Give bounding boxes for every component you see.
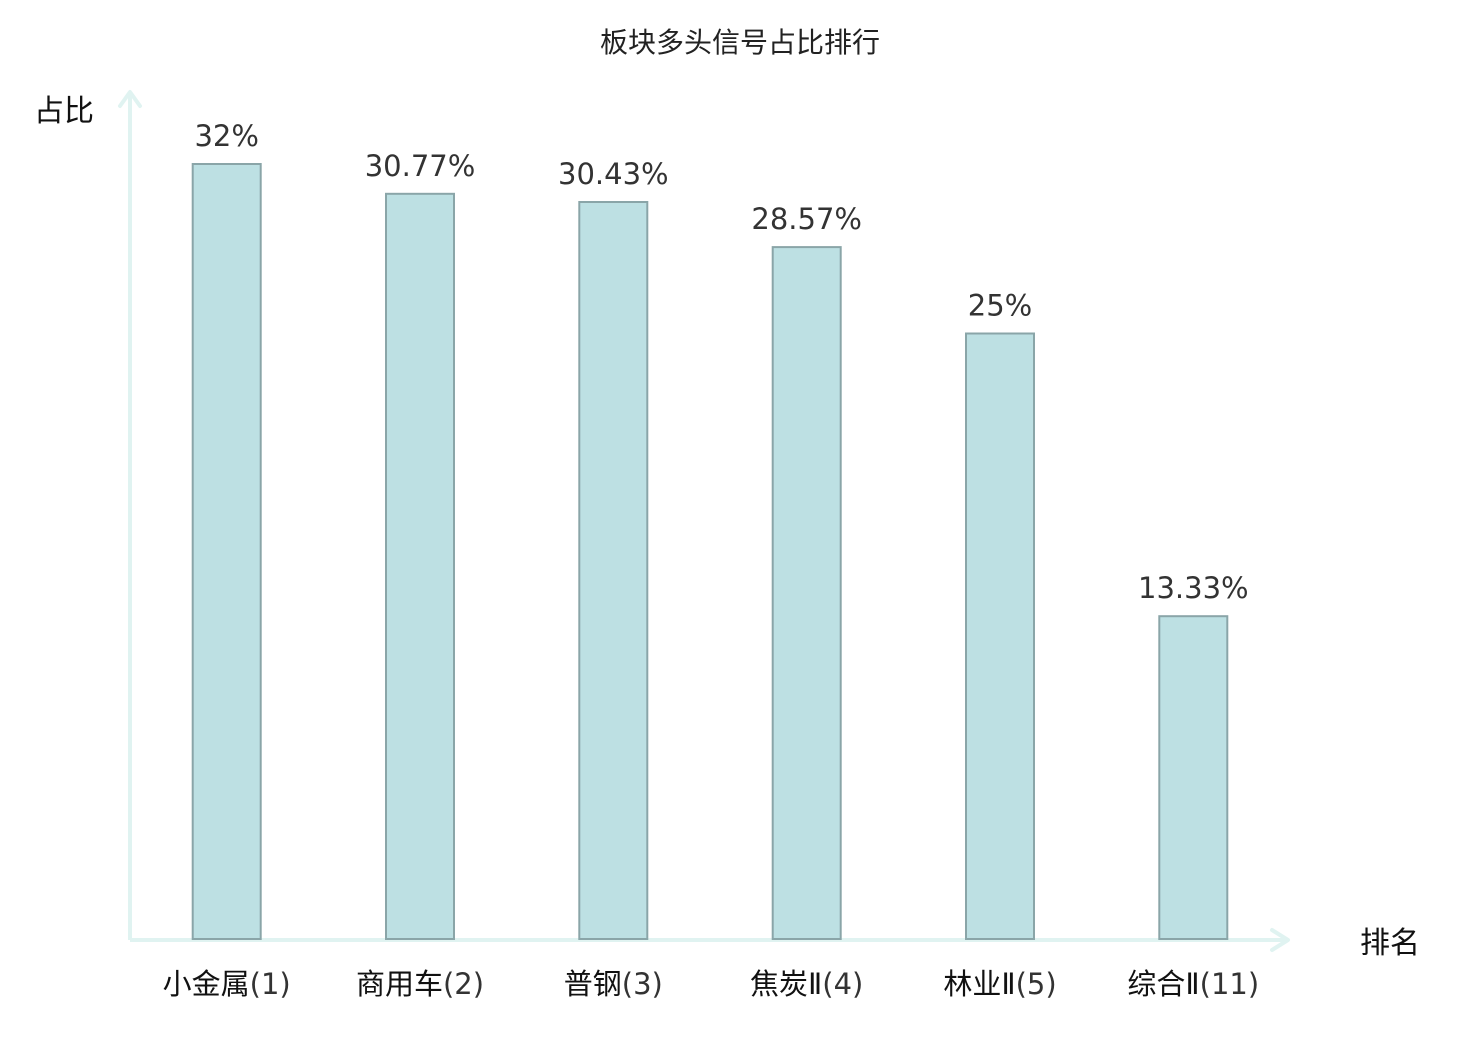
x-tick-category-name: 林业Ⅱ: [943, 967, 1015, 1001]
y-axis-arrow: [118, 90, 142, 108]
x-tick-category-name: 普钢: [564, 967, 622, 1001]
bars-group: [191, 163, 1229, 941]
bar-3: [578, 201, 649, 940]
bar-4: [771, 246, 842, 941]
bar-1: [191, 163, 262, 940]
x-tick-category-name: 综合Ⅱ: [1127, 967, 1199, 1001]
bar-value-label-4: 28.57%: [751, 202, 862, 236]
x-tick-category-name: 焦炭Ⅱ: [750, 967, 822, 1001]
x-tick-label-3: 普钢(3): [564, 967, 663, 1001]
x-tick-rank: (3): [622, 967, 663, 1001]
x-tick-label-5: 林业Ⅱ(5): [943, 967, 1056, 1001]
x-axis-arrow: [1270, 928, 1290, 952]
x-tick-rank: (11): [1200, 967, 1260, 1001]
bar-value-label-1: 32%: [194, 119, 258, 153]
x-tick-label-6: 综合Ⅱ(11): [1127, 967, 1259, 1001]
x-tick-label-1: 小金属(1): [163, 967, 291, 1001]
x-tick-labels-group: 小金属(1) 商用车(2) 普钢(3) 焦炭Ⅱ(4) 林业Ⅱ(5) 综合Ⅱ(11): [163, 967, 1260, 1001]
x-axis-label: 排名: [1360, 926, 1420, 961]
x-tick-label-4: 焦炭Ⅱ(4): [750, 967, 863, 1001]
x-tick-rank: (5): [1016, 967, 1057, 1001]
value-labels-group: 32% 30.77% 30.43% 28.57% 25% 13.33%: [194, 119, 1248, 605]
chart-title: 板块多头信号占比排行: [600, 26, 880, 59]
bar-value-label-3: 30.43%: [558, 157, 669, 191]
y-axis-label: 占比: [34, 94, 94, 129]
bar-2: [385, 192, 455, 941]
bar-value-label-6: 13.33%: [1138, 571, 1249, 605]
x-tick-rank: (2): [443, 967, 484, 1001]
bar-6: [1158, 615, 1229, 940]
x-tick-category-name: 商用车: [356, 967, 443, 1001]
bar-5: [965, 332, 1035, 940]
bar-value-label-2: 30.77%: [365, 149, 476, 183]
x-tick-rank: (4): [822, 967, 863, 1001]
x-tick-category-name: 小金属: [163, 967, 250, 1001]
bar-value-label-5: 25%: [968, 289, 1032, 323]
x-tick-rank: (1): [250, 967, 291, 1001]
x-tick-label-2: 商用车(2): [356, 967, 484, 1001]
